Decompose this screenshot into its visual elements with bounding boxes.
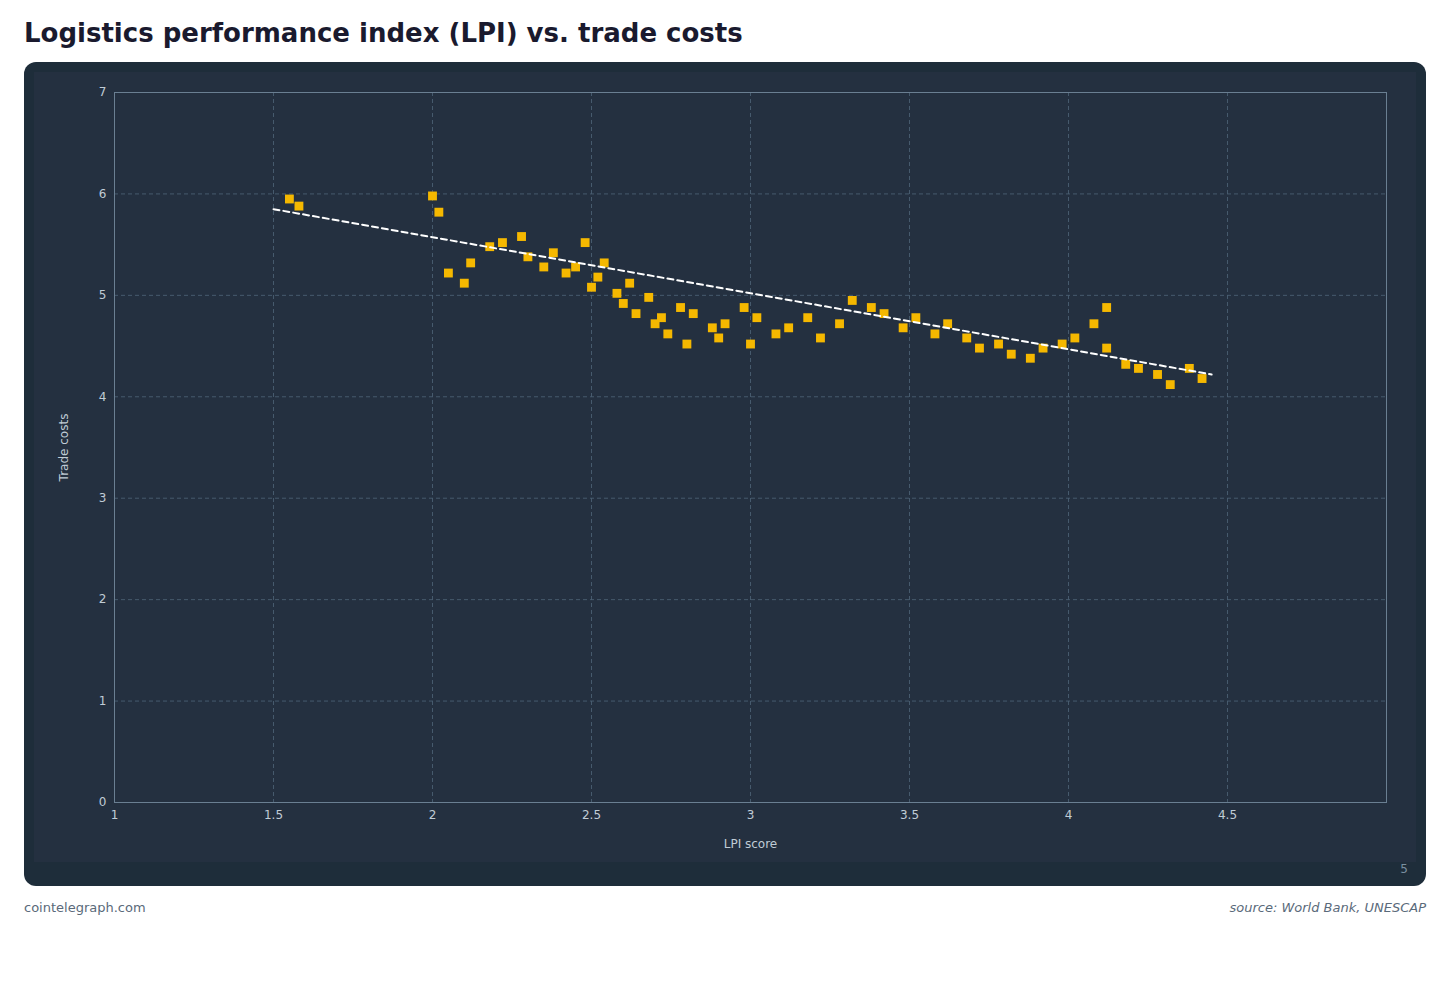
svg-text:1.5: 1.5: [264, 808, 283, 822]
svg-text:LPI score: LPI score: [724, 837, 778, 851]
svg-text:3: 3: [99, 491, 107, 505]
svg-text:3: 3: [747, 808, 755, 822]
svg-text:0: 0: [99, 795, 107, 809]
svg-text:7: 7: [99, 85, 107, 99]
html-text:cointelegraph.com: cointelegraph.com: [24, 900, 146, 915]
svg-text:1: 1: [111, 808, 119, 822]
svg-text:4: 4: [1065, 808, 1073, 822]
svg-text:4.5: 4.5: [1218, 808, 1237, 822]
html-text:Logistics performance index (L: Logistics performance index (LPI) vs. tr…: [24, 18, 743, 48]
svg-text:Trade costs: Trade costs: [57, 414, 71, 483]
svg-text:2: 2: [99, 592, 107, 606]
svg-text:5: 5: [99, 288, 107, 302]
html-text:5: 5: [1400, 862, 1408, 876]
html-text:source: World Bank, UNESCAP: source: World Bank, UNESCAP: [1229, 900, 1426, 915]
svg-text:4: 4: [99, 390, 107, 404]
svg-text:6: 6: [99, 187, 107, 201]
svg-text:2: 2: [429, 808, 437, 822]
svg-text:2.5: 2.5: [582, 808, 601, 822]
svg-text:3.5: 3.5: [900, 808, 919, 822]
svg-text:1: 1: [99, 694, 107, 708]
